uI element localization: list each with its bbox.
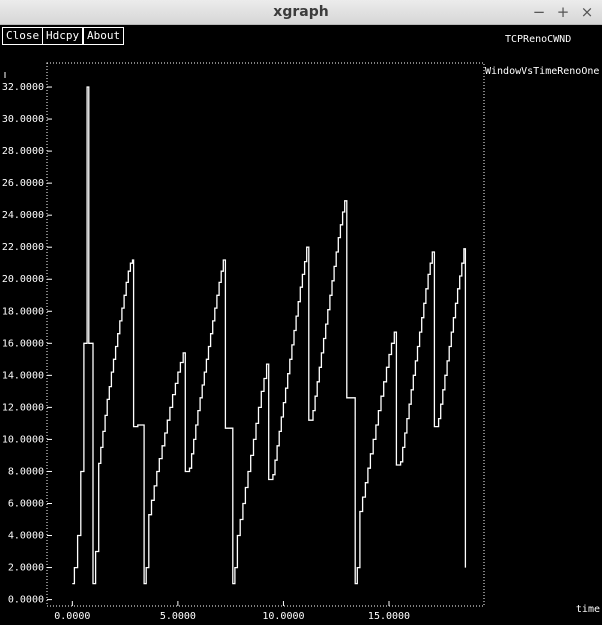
- y-axis: 0.0000 2.0000 4.0000 6.0000 8.0000 10.0000 12.…: [2, 82, 52, 606]
- y-tick-label: 28.0000: [2, 146, 44, 157]
- y-tick-label: 32.0000: [2, 82, 44, 93]
- window-controls: − + ×: [530, 3, 596, 21]
- about-button[interactable]: About: [83, 27, 125, 45]
- maximize-icon[interactable]: +: [556, 3, 570, 21]
- xgraph-window: Close Hdcpy About TCPRenoCWND 0.0000 5.00…: [0, 25, 602, 625]
- y-tick-label: 6.0000: [8, 498, 44, 509]
- x-tick-label: 5.0000: [160, 611, 196, 622]
- window-titlebar[interactable]: xgraph − + ×: [0, 0, 602, 25]
- x-axis: 0.0000 5.0000 10.0000 15.0000: [54, 601, 410, 622]
- y-tick-label: 20.0000: [2, 274, 44, 285]
- y-tick-label: 18.0000: [2, 306, 44, 317]
- close-button[interactable]: Close: [2, 27, 44, 45]
- plot-border: [46, 62, 485, 607]
- series-line-WindowVsTimeRenoOne: [72, 86, 467, 585]
- x-tick-label: 10.0000: [262, 611, 304, 622]
- close-icon[interactable]: ×: [580, 3, 594, 21]
- series-layer: [72, 86, 467, 585]
- y-tick-label: 2.0000: [8, 563, 44, 574]
- y-tick-label: 26.0000: [2, 178, 44, 189]
- x-axis-label: time: [576, 604, 600, 615]
- y-tick-label: 16.0000: [2, 338, 44, 349]
- plot-frame: [46, 62, 485, 607]
- y-tick-label: 22.0000: [2, 242, 44, 253]
- window-title: xgraph: [273, 4, 329, 20]
- plot-title: TCPRenoCWND: [505, 34, 572, 45]
- x-tick-label: 15.0000: [368, 611, 410, 622]
- hdcpy-button[interactable]: Hdcpy: [42, 27, 84, 45]
- y-tick-label: 30.0000: [2, 114, 44, 125]
- y-tick-label: 10.0000: [2, 434, 44, 445]
- y-tick-label: 24.0000: [2, 210, 44, 221]
- y-tick-label: 4.0000: [8, 531, 44, 542]
- y-tick-label: 8.0000: [8, 466, 44, 477]
- y-tick-label: 14.0000: [2, 370, 44, 381]
- legend-entry: WindowVsTimeRenoOne: [485, 66, 599, 77]
- chart: 0.0000 5.0000 10.0000 15.0000 0.0000 2.0000 4…: [2, 62, 600, 622]
- y-tick-label: 0.0000: [8, 595, 44, 606]
- y-tick-label: 12.0000: [2, 402, 44, 413]
- minimize-icon[interactable]: −: [532, 3, 546, 21]
- x-tick-label: 0.0000: [54, 611, 90, 622]
